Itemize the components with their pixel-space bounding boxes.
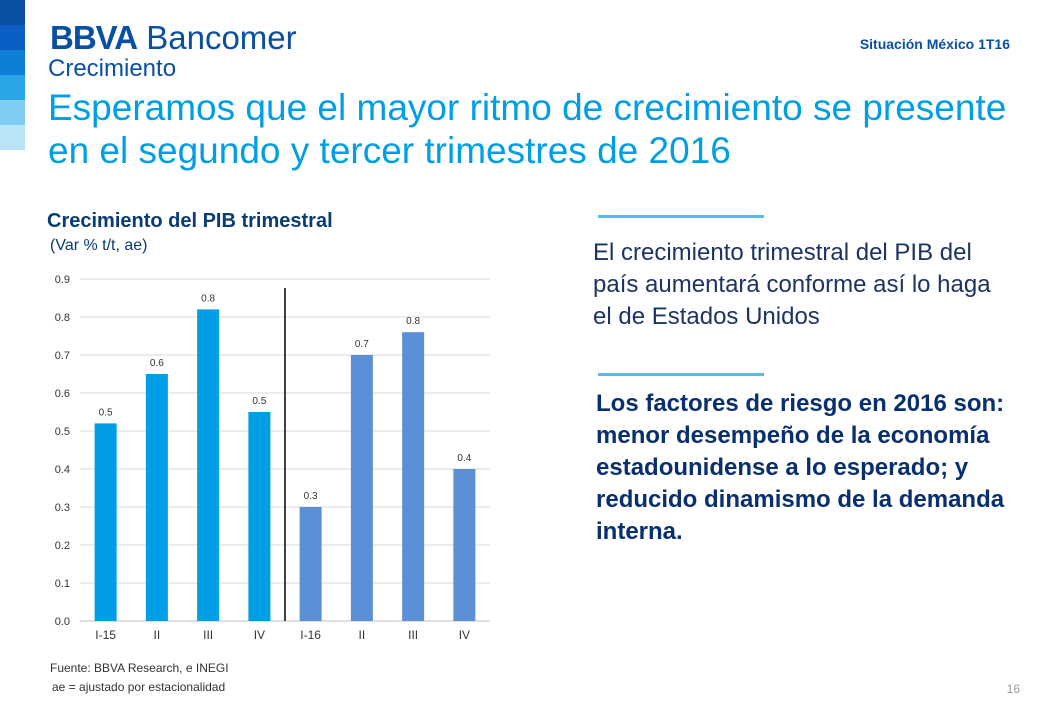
bar (197, 309, 220, 621)
divider-middle (598, 373, 764, 376)
y-tick-label: 0.4 (55, 464, 70, 476)
y-tick-label: 0.8 (55, 312, 70, 324)
x-tick-label: III (203, 628, 213, 642)
bar-data-label: 0.5 (252, 396, 266, 407)
bar-data-label: 0.5 (99, 407, 113, 418)
bar (350, 355, 373, 621)
x-tick-label: I-15 (95, 628, 116, 642)
bar-data-label: 0.8 (406, 316, 420, 327)
x-tick-label: II (359, 628, 366, 642)
y-tick-label: 0.9 (55, 274, 70, 286)
x-tick-label: III (408, 628, 418, 642)
report-name: Situación México 1T16 (859, 36, 1010, 52)
brand-stripe (0, 75, 25, 100)
source-note: Fuente: BBVA Research, e INEGI (50, 661, 229, 675)
brand-stripe (0, 0, 25, 25)
brand-stripe (0, 125, 25, 150)
y-tick-label: 0.0 (55, 616, 70, 628)
y-tick-label: 0.3 (55, 502, 70, 514)
bar-data-label: 0.6 (150, 358, 164, 369)
brand-stripe (0, 25, 25, 50)
logo-regular-text: Bancomer (146, 19, 297, 56)
chart-title: Crecimiento del PIB trimestral (47, 210, 333, 232)
bar (94, 423, 117, 621)
section-title: Crecimiento (48, 55, 177, 82)
x-tick-label: IV (459, 628, 470, 642)
forecast-note: El crecimiento trimestral del PIB del pa… (593, 239, 991, 330)
bar-data-label: 0.8 (201, 293, 215, 304)
y-tick-label: 0.7 (55, 350, 70, 362)
slide-headline: Esperamos que el mayor ritmo de crecimie… (48, 87, 1007, 171)
bars (94, 309, 476, 621)
bar-data-label: 0.4 (457, 453, 471, 464)
x-axis-ticks: I-15 II III IV I-16 II III IV (95, 628, 470, 642)
adjustment-note: ae = ajustado por estacionalidad (52, 680, 226, 694)
x-tick-label: I-16 (300, 628, 321, 642)
gdp-bar-chart: 0.0 0.1 0.2 0.3 0.4 0.5 0.6 0.7 0.8 0.9 0.5 0.6 0.8… (55, 274, 490, 642)
bar (248, 412, 271, 621)
logo-bold-text: BBVA (50, 19, 138, 56)
y-tick-label: 0.1 (55, 578, 70, 590)
bar (299, 507, 322, 621)
risk-factors-text: Los factores de riesgo en 2016 son: meno… (596, 390, 1005, 545)
bbva-bancomer-logo: BBVA Bancomer (50, 20, 297, 56)
brand-stripe (0, 100, 25, 125)
y-tick-label: 0.5 (55, 426, 70, 438)
x-tick-label: IV (254, 628, 265, 642)
page-number: 16 (1006, 682, 1020, 696)
x-tick-label: II (154, 628, 161, 642)
y-tick-label: 0.6 (55, 388, 70, 400)
bar (402, 332, 425, 621)
bar (453, 469, 476, 621)
y-axis-ticks: 0.0 0.1 0.2 0.3 0.4 0.5 0.6 0.7 0.8 0.9 (55, 274, 70, 628)
divider-top (598, 215, 764, 218)
bar-data-label: 0.3 (304, 491, 318, 502)
y-tick-label: 0.2 (55, 540, 70, 552)
brand-stripe (0, 50, 25, 75)
data-labels: 0.5 0.6 0.8 0.5 0.3 0.7 0.8 0.4 (99, 293, 472, 502)
bar-data-label: 0.7 (355, 339, 369, 350)
bar (145, 374, 168, 621)
chart-subtitle: (Var % t/t, ae) (50, 237, 148, 254)
